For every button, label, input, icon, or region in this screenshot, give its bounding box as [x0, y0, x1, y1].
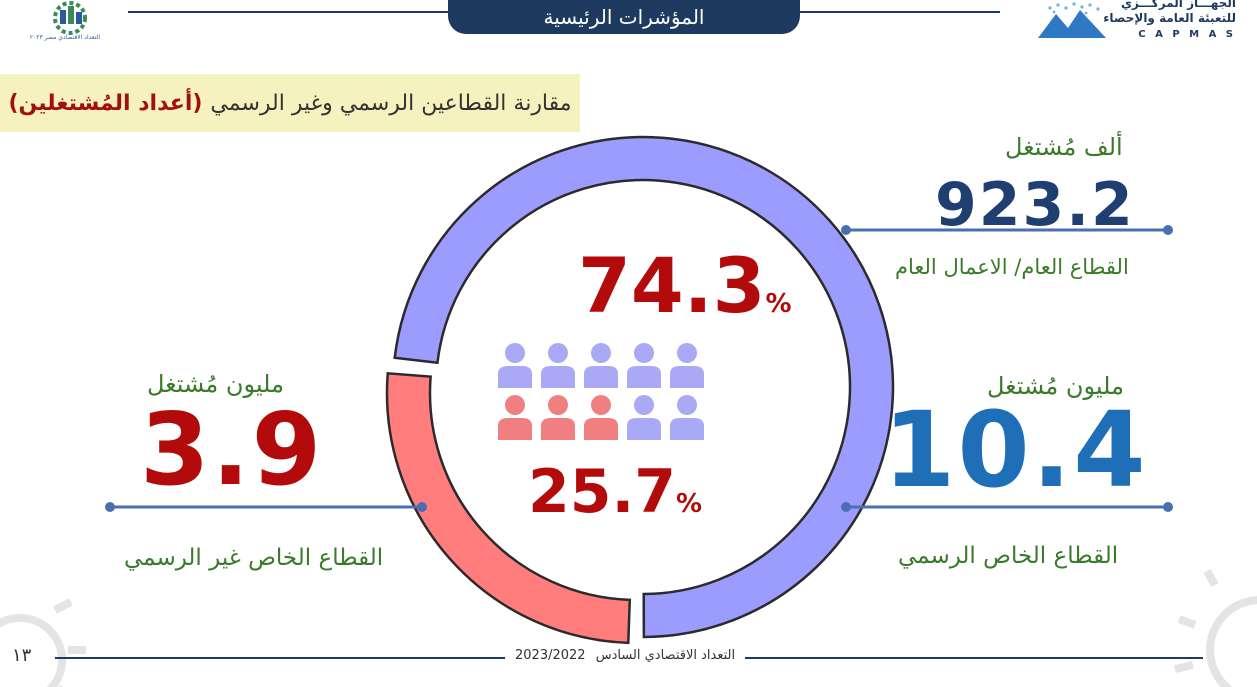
formal-private-unit: مليون مُشتغل	[987, 372, 1124, 400]
capmas-name-line2: للتعبئة العامة والإحصاء	[1103, 11, 1236, 25]
informal-percent-sign: %	[676, 489, 703, 519]
census-logo: التعداد الاقتصادي مصر ٢٠٢٣	[29, 0, 100, 46]
person-icon-informal	[539, 394, 577, 440]
person-icon-formal	[625, 394, 663, 440]
formal-percent-value: 74.3	[578, 241, 766, 330]
footer-title: التعداد الاقتصادي السادس	[595, 648, 736, 663]
page-number: ١٣	[12, 645, 32, 666]
capmas-name-line1: الجهـــاز المركـــزي	[1121, 0, 1236, 10]
footer-text: 2023/2022 التعداد الاقتصادي السادس	[515, 648, 735, 663]
formal-percent-label: 74.3%	[578, 248, 792, 324]
people-icon-grid	[496, 342, 716, 442]
person-icon-formal	[496, 342, 534, 388]
gear-icon	[1174, 569, 1257, 687]
footer-rule-left	[55, 657, 505, 659]
informal-private-value: 3.9	[140, 391, 324, 508]
public-sector-label: القطاع العام/ الاعمال العام	[895, 255, 1129, 279]
formal-private-connector	[841, 502, 1173, 512]
employment-donut-chart	[385, 135, 895, 645]
informal-private-connector	[105, 502, 427, 512]
formal-percent-sign: %	[765, 289, 792, 319]
header-rule-right	[800, 11, 1000, 13]
public-sector-value: 923.2	[935, 170, 1135, 240]
gear-icon	[0, 598, 86, 687]
person-icon-informal	[496, 394, 534, 440]
page-title: المؤشرات الرئيسية	[448, 0, 800, 34]
informal-private-label: القطاع الخاص غير الرسمي	[124, 545, 384, 571]
formal-slice	[393, 135, 895, 639]
capmas-latin: C A P M A S	[1138, 29, 1236, 40]
person-icon-formal	[582, 342, 620, 388]
subtitle-highlight: (أعداد المُشتغلين)	[8, 90, 203, 116]
informal-percent-label: 25.7%	[528, 462, 702, 522]
person-icon-formal	[539, 342, 577, 388]
public-sector-connector	[841, 225, 1173, 235]
section-subtitle: مقارنة القطاعين الرسمي وغير الرسمي (أعدا…	[0, 74, 580, 132]
subtitle-text: مقارنة القطاعين الرسمي وغير الرسمي	[210, 90, 572, 116]
person-icon-formal	[668, 394, 706, 440]
header-rule-left	[128, 11, 448, 13]
person-icon-formal	[625, 342, 663, 388]
footer-year: 2023/2022	[515, 648, 586, 663]
capmas-logo: الجهـــاز المركـــزي للتعبئة العامة والإ…	[1036, 0, 1236, 44]
formal-private-value: 10.4	[883, 389, 1148, 511]
person-icon-formal	[668, 342, 706, 388]
person-icon-informal	[582, 394, 620, 440]
footer-rule-right	[745, 657, 1203, 659]
informal-percent-value: 25.7	[528, 457, 677, 527]
informal-slice	[385, 371, 632, 645]
informal-private-unit: مليون مُشتغل	[147, 370, 284, 398]
public-sector-unit: ألف مُشتغل	[1005, 133, 1123, 161]
census-logo-caption: التعداد الاقتصادي مصر ٢٠٢٣	[29, 34, 100, 41]
formal-private-label: القطاع الخاص الرسمي	[898, 543, 1119, 569]
